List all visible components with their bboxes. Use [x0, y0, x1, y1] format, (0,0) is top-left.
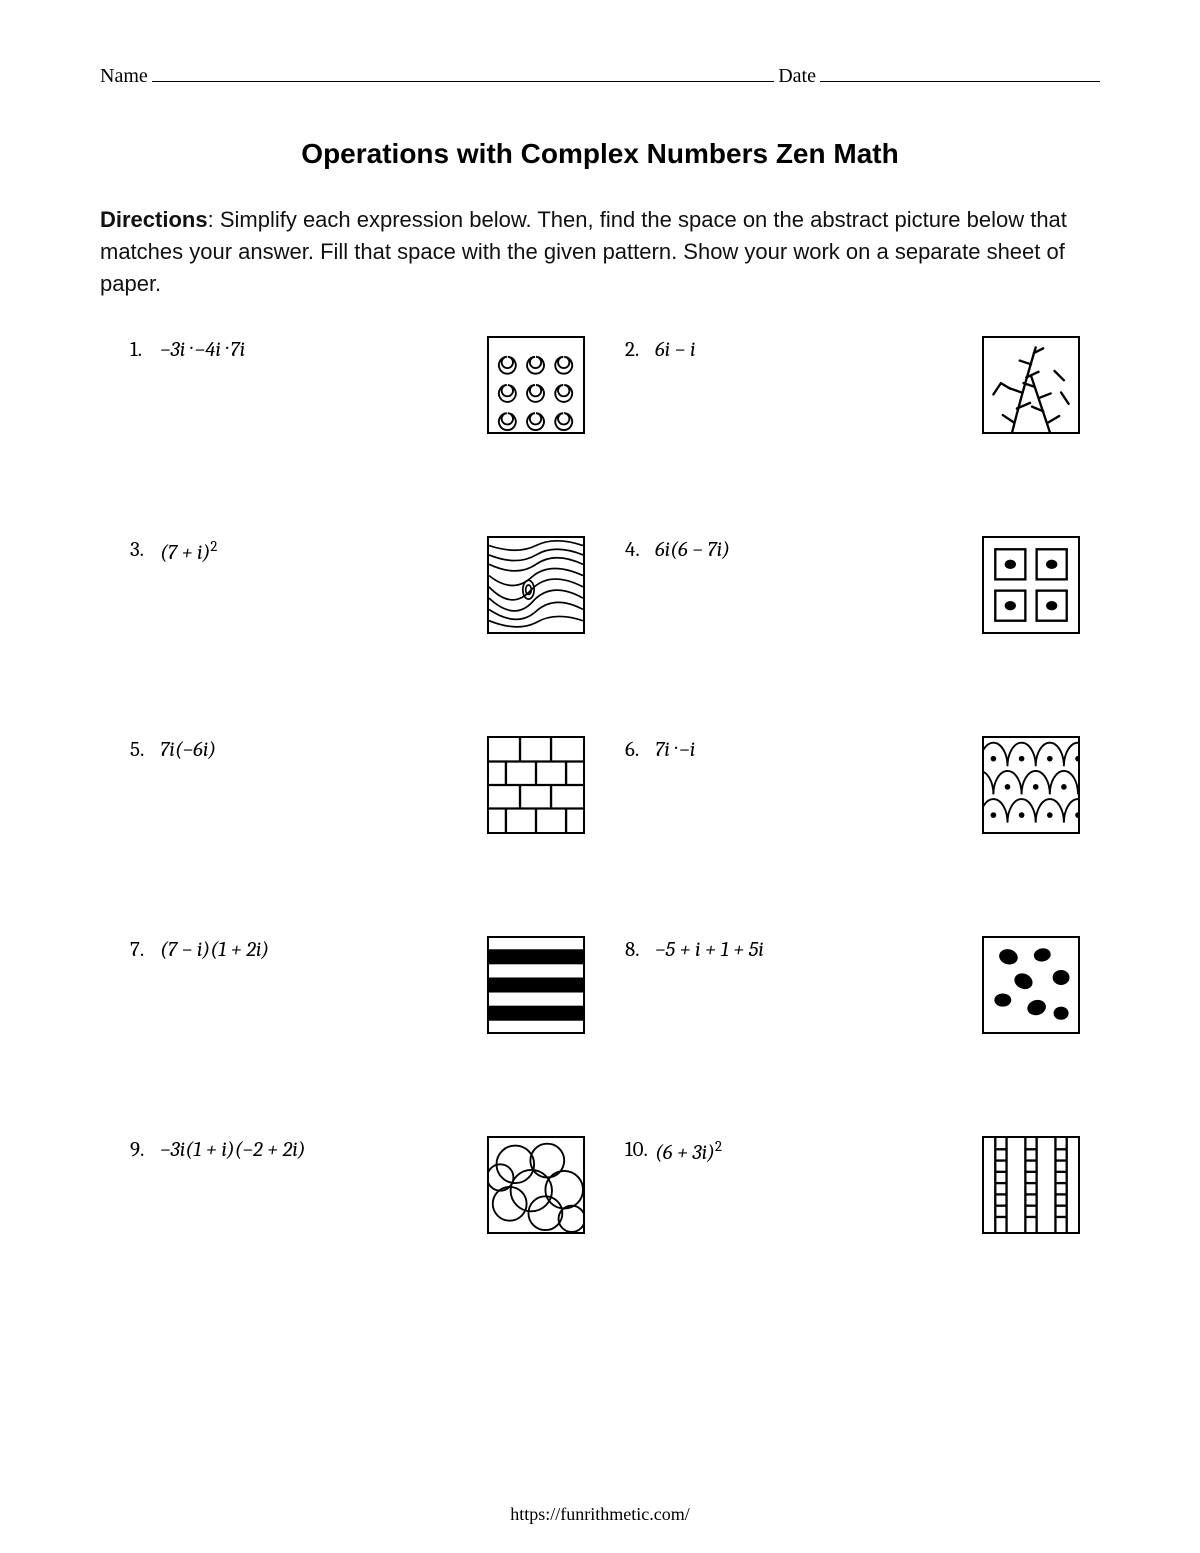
problem-expression: −5 + i + 1 + 5i — [655, 936, 972, 962]
problem-2: 2. 6i − i — [625, 336, 1080, 446]
directions: Directions: Simplify each expression bel… — [100, 204, 1100, 300]
directions-label: Directions — [100, 207, 208, 232]
problem-expression: (6 + 3i)2 — [655, 1136, 972, 1165]
problem-5: 5. 7i(−6i) — [130, 736, 585, 846]
problem-number: 2. — [625, 336, 655, 362]
problem-expression: 7i · −i — [655, 736, 972, 762]
problem-number: 9. — [130, 1136, 160, 1162]
problem-number: 10. — [625, 1136, 655, 1162]
pattern-spirals — [487, 336, 585, 434]
problem-3: 3. (7 + i)2 — [130, 536, 585, 646]
problem-number: 3. — [130, 536, 160, 562]
pattern-ladders — [982, 1136, 1080, 1234]
problem-expression: (7 − i)(1 + 2i) — [160, 936, 477, 962]
problem-4: 4. 6i(6 − 7i) — [625, 536, 1080, 646]
problem-number: 8. — [625, 936, 655, 962]
problem-expression: (7 + i)2 — [160, 536, 477, 565]
problem-1: 1. −3i · −4i · 7i — [130, 336, 585, 446]
directions-text: : Simplify each expression below. Then, … — [100, 207, 1067, 296]
pattern-scales — [982, 736, 1080, 834]
problem-10: 10. (6 + 3i)2 — [625, 1136, 1080, 1246]
problem-expression: −3i(1 + i)(−2 + 2i) — [160, 1136, 477, 1162]
problem-number: 5. — [130, 736, 160, 762]
pattern-bricks — [487, 736, 585, 834]
pattern-blobs — [982, 936, 1080, 1034]
pattern-fourdots — [982, 536, 1080, 634]
worksheet-page: Name Date Operations with Complex Number… — [0, 0, 1200, 1553]
pattern-branches — [982, 336, 1080, 434]
date-blank[interactable] — [820, 60, 1100, 82]
footer-url: https://funrithmetic.com/ — [0, 1504, 1200, 1525]
page-title: Operations with Complex Numbers Zen Math — [100, 138, 1100, 170]
problem-expression: 6i − i — [655, 336, 972, 362]
header: Name Date — [100, 60, 1100, 88]
problem-number: 6. — [625, 736, 655, 762]
date-label: Date — [778, 65, 816, 88]
name-blank[interactable] — [152, 60, 774, 82]
problem-expression: 7i(−6i) — [160, 736, 477, 762]
problem-9: 9. −3i(1 + i)(−2 + 2i) — [130, 1136, 585, 1246]
problem-expression: −3i · −4i · 7i — [160, 336, 477, 362]
problems-grid: 1. −3i · −4i · 7i — [100, 336, 1100, 1246]
pattern-circles — [487, 1136, 585, 1234]
problem-7: 7. (7 − i)(1 + 2i) — [130, 936, 585, 1046]
problem-6: 6. 7i · −i — [625, 736, 1080, 846]
problem-number: 7. — [130, 936, 160, 962]
pattern-hstripes — [487, 936, 585, 1034]
problem-number: 1. — [130, 336, 160, 362]
problem-8: 8. −5 + i + 1 + 5i — [625, 936, 1080, 1046]
problem-expression: 6i(6 − 7i) — [655, 536, 972, 562]
pattern-woodgrain — [487, 536, 585, 634]
problem-number: 4. — [625, 536, 655, 562]
name-label: Name — [100, 65, 148, 88]
